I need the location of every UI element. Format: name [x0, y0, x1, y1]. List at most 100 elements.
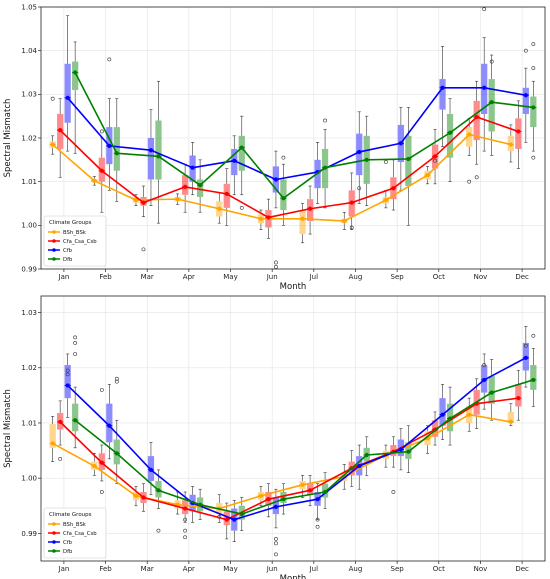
outlier-point	[274, 541, 278, 546]
series-point-Dfb	[198, 502, 203, 507]
y-tick-label: 1.00	[21, 475, 37, 483]
legend-swatch-marker	[52, 239, 56, 243]
series-point-Cfa_Csa_Csb	[516, 129, 521, 134]
box-BSh_BSk	[466, 127, 473, 147]
series-point-Dfb	[322, 489, 328, 495]
outlier-point	[73, 341, 78, 345]
series-line-Cfb	[67, 357, 527, 521]
x-tick-label: Feb	[99, 273, 112, 281]
y-tick-label: 1.03	[21, 309, 37, 317]
series-point-Cfa_Csa_Csb	[349, 200, 354, 205]
series-point-Cfb	[357, 149, 362, 155]
box-BSh_BSk	[49, 424, 56, 448]
series-point-Cfb	[357, 463, 362, 469]
outlier-point	[323, 118, 327, 123]
legend-label: BSh_BSk	[63, 230, 87, 236]
x-tick-label: Jul	[309, 273, 319, 281]
series-point-Dfb	[447, 130, 453, 135]
x-tick-label: May	[223, 565, 237, 573]
legend-swatch-marker	[52, 540, 56, 544]
series-point-Cfb	[315, 497, 320, 502]
series-point-Cfa_Csa_Csb	[224, 191, 229, 196]
x-axis-label: Month	[280, 282, 307, 292]
axes-frame	[40, 6, 546, 270]
series-point-Dfb	[156, 488, 161, 493]
series-point-BSh_BSk	[92, 463, 97, 469]
series-point-Cfb	[232, 517, 237, 522]
outlier-point	[349, 225, 354, 230]
outlier-point	[531, 42, 536, 47]
series-point-Cfa_Csa_Csb	[183, 184, 188, 190]
outlier-point	[50, 96, 55, 101]
outlier-point	[99, 129, 104, 134]
outlier-point	[274, 260, 278, 265]
x-tick-label: Dec	[515, 565, 529, 573]
series-point-Cfb	[398, 141, 403, 146]
box-Dfb	[446, 113, 454, 158]
box-Dfb	[488, 79, 495, 132]
series-point-Cfb	[190, 165, 195, 170]
series-point-BSh_BSk	[467, 412, 472, 417]
series-point-Dfb	[531, 105, 536, 110]
box-BSh_BSk	[299, 210, 306, 235]
outlier-point	[73, 352, 78, 356]
box-Dfb	[196, 179, 204, 197]
series-point-Cfa_Csa_Csb	[432, 154, 438, 159]
legend-swatch-marker	[52, 531, 56, 535]
series-point-BSh_BSk	[300, 482, 305, 487]
series-point-Cfa_Csa_Csb	[58, 419, 63, 424]
series-point-BSh_BSk	[50, 142, 55, 147]
series-line-BSh_BSk	[52, 413, 511, 510]
series-point-Cfa_Csa_Csb	[266, 497, 271, 502]
box-Dfb	[530, 365, 537, 390]
outlier-point	[58, 456, 63, 461]
axes-frame	[40, 295, 546, 562]
box-Cfa_Csa_Csb	[515, 384, 522, 407]
y-axis-label: Spectral Mismatch	[3, 99, 13, 178]
series-point-Cfb	[523, 93, 528, 98]
series-point-BSh_BSk	[342, 218, 347, 224]
series-point-Cfb	[273, 504, 279, 509]
series-point-Cfb	[273, 177, 279, 182]
y-tick-label: 1.02	[21, 364, 37, 372]
legend-title: Climate Groups	[49, 512, 92, 518]
series-point-Cfb	[65, 383, 70, 388]
outlier-point	[531, 66, 536, 71]
series-point-BSh_BSk	[383, 197, 388, 203]
y-tick-label: 1.01	[21, 419, 37, 427]
plot-area	[41, 296, 545, 561]
box-Cfb	[356, 133, 363, 176]
series-point-Cfb	[482, 377, 487, 383]
outlier-point	[467, 179, 472, 184]
box-Cfb	[64, 365, 71, 399]
series-point-BSh_BSk	[467, 132, 472, 137]
y-tick-label: 1.02	[21, 134, 37, 142]
legend-title: Climate Groups	[49, 220, 92, 226]
series-line-Dfb	[74, 379, 534, 515]
outlier-point	[107, 57, 112, 62]
panel-2: 0.99 1.00 1.01 1.02 1.03 Jan Feb Mar Apr May Jun Ju…	[3, 295, 546, 579]
series-point-Dfb	[489, 100, 494, 105]
series-point-BSh_BSk	[92, 178, 97, 183]
panel-1: 0.99 1.00 1.01 1.02 1.03 1.04 1.05 Jan Feb Mar Apr…	[3, 3, 546, 292]
outlier-point	[114, 376, 119, 381]
series-point-Cfa_Csa_Csb	[516, 396, 521, 401]
x-tick-label: Apr	[183, 565, 195, 573]
box-Cfb	[439, 398, 446, 426]
series-point-Dfb	[322, 165, 328, 170]
series-point-Dfb	[73, 418, 78, 423]
series-point-BSh_BSk	[258, 216, 264, 221]
series-line-Cfb	[67, 86, 526, 181]
outlier-point	[523, 343, 528, 348]
series-point-Cfa_Csa_Csb	[391, 186, 396, 191]
series-point-Cfb	[148, 467, 154, 473]
box-Dfb	[72, 61, 79, 90]
series-point-Dfb	[406, 156, 411, 162]
outlier-point	[141, 247, 146, 252]
series-point-Cfa_Csa_Csb	[141, 495, 146, 500]
box-Cfb	[106, 403, 113, 443]
series-point-Dfb	[281, 497, 286, 502]
x-tick-label: Jun	[266, 565, 278, 573]
legend-swatch-marker	[52, 248, 56, 252]
